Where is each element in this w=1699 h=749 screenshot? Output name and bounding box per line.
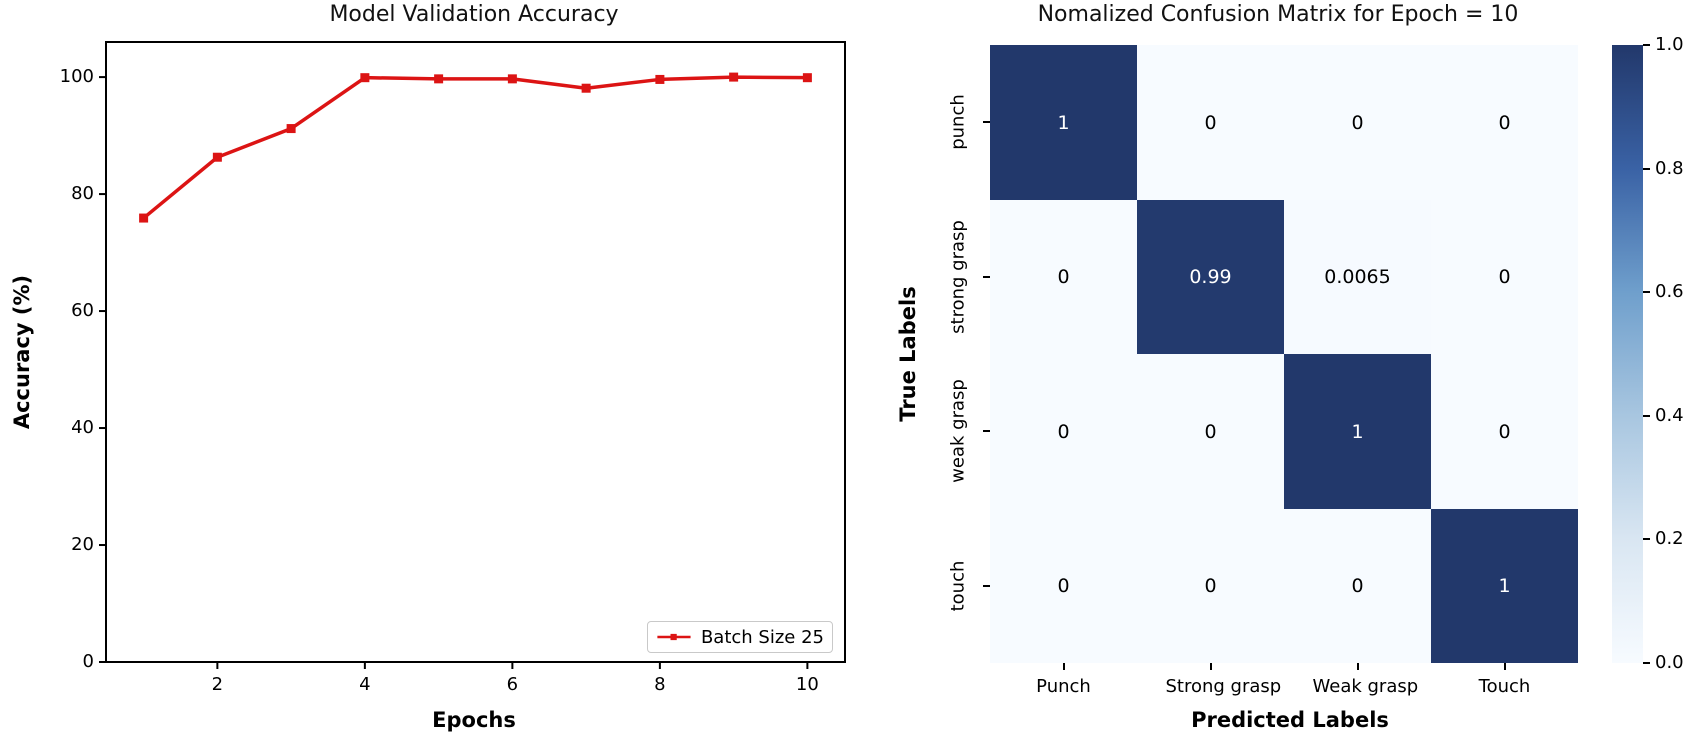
data-point-marker [212, 152, 222, 162]
line-plot-frame [105, 41, 846, 663]
heatmap-cell-value: 0.0065 [1324, 266, 1391, 288]
x-axis-tick-label: 10 [795, 674, 819, 695]
heatmap-col-tick [1209, 663, 1212, 670]
heatmap-cell-value: 1 [1057, 111, 1070, 134]
heatmap-y-axis-label: True Labels [896, 286, 920, 422]
heatmap-col-tick [1503, 663, 1506, 670]
heatmap-col-label: Touch [1478, 676, 1531, 697]
heatmap-cell: 0 [1431, 45, 1578, 200]
data-point-marker [139, 213, 149, 223]
heatmap-cell-value: 1 [1498, 575, 1511, 597]
heatmap-cell-value: 0 [1498, 266, 1511, 288]
heatmap-row-label: weak grasp [947, 379, 969, 484]
colorbar-tick-label: 0.8 [1655, 157, 1684, 179]
colorbar-tick [1643, 44, 1650, 46]
heatmap-cell: 0 [1284, 45, 1431, 200]
heatmap-cell-value: 0 [1204, 420, 1217, 443]
colorbar-tick-label: 1.0 [1655, 34, 1684, 55]
heatmap-row-label: punch [947, 94, 969, 151]
heatmap-cell: 1 [990, 45, 1137, 200]
heatmap-col-tick [1356, 663, 1359, 670]
data-point-marker [655, 74, 665, 84]
heatmap-cell: 0 [1284, 509, 1431, 663]
heatmap-cell: 0 [1137, 45, 1284, 200]
heatmap-cell: 0 [1431, 200, 1578, 354]
heatmap-cell: 0 [990, 200, 1137, 354]
heatmap-row-tick [983, 430, 990, 433]
legend-line-marker-sample [657, 633, 691, 641]
colorbar [1612, 45, 1643, 663]
heatmap-cell: 1 [1284, 354, 1431, 509]
data-point-marker [507, 74, 517, 84]
heatmap-cell-value: 0 [1057, 266, 1070, 288]
y-axis-tick-label: 40 [71, 417, 94, 439]
heatmap-cell: 0.99 [1137, 200, 1284, 354]
heatmap-row-tick [983, 584, 990, 587]
line-plot-area [99, 41, 846, 669]
data-point-marker [434, 74, 444, 84]
x-axis-tick-label: 6 [506, 674, 519, 695]
heatmap-row-label: strong grasp [947, 219, 969, 334]
colorbar-tick [1643, 662, 1650, 664]
y-axis-tick-label: 20 [71, 534, 94, 556]
colorbar-tick [1643, 538, 1650, 541]
heatmap-cell-value: 0 [1351, 111, 1364, 134]
heatmap-cell-value: 0 [1204, 111, 1217, 134]
data-point-marker [286, 124, 296, 134]
heatmap-cell: 0.0065 [1284, 200, 1431, 354]
x-axis-tick-label: 4 [359, 674, 371, 695]
heatmap-col-label: Strong grasp [1165, 676, 1282, 697]
x-axis-tick-label: 2 [211, 674, 224, 695]
y-axis-tick-label: 60 [71, 300, 94, 322]
line-chart-title: Model Validation Accuracy [329, 2, 619, 27]
heatmap-col-tick [1062, 663, 1065, 670]
x-axis-tick-label: 8 [654, 674, 666, 695]
heatmap-col-label: Weak grasp [1312, 676, 1419, 697]
data-point-marker [360, 73, 370, 83]
data-point-marker [802, 73, 812, 83]
heatmap-cell: 1 [1431, 509, 1578, 663]
heatmap-cell-value: 0 [1351, 575, 1364, 597]
colorbar-tick-label: 0.2 [1655, 528, 1684, 550]
heatmap-cell-value: 0 [1204, 575, 1217, 597]
heatmap-cell-value: 1 [1351, 420, 1364, 443]
heatmap-cell: 0 [1137, 354, 1284, 509]
y-axis-tick-label: 0 [82, 651, 94, 672]
heatmap-cell: 0 [1431, 354, 1578, 509]
colorbar-tick [1643, 167, 1650, 170]
legend-label: Batch Size 25 [700, 626, 824, 648]
heatmap-row-label: touch [947, 560, 969, 612]
legend: Batch Size 25 [647, 621, 833, 653]
heatmap-row-tick [983, 275, 990, 278]
colorbar-tick [1643, 291, 1650, 294]
colorbar-tick [1643, 414, 1650, 417]
data-point-marker [729, 72, 739, 82]
heatmap-title: Nomalized Confusion Matrix for Epoch = 1… [1037, 2, 1519, 27]
heatmap-col-label: Punch [1036, 676, 1091, 697]
heatmap-cell: 0 [1137, 509, 1284, 663]
y-axis-tick-label: 100 [59, 66, 94, 88]
heatmap-x-axis-label: Predicted Labels [1191, 708, 1389, 732]
data-point-marker [581, 83, 591, 93]
colorbar-tick-label: 0.4 [1655, 404, 1684, 426]
heatmap-cell-value: 0.99 [1189, 266, 1232, 288]
line-chart-y-axis-label: Accuracy (%) [10, 274, 34, 430]
y-axis-tick-label: 80 [71, 183, 94, 205]
heatmap-cell-value: 0 [1057, 575, 1070, 597]
heatmap-cell-value: 0 [1498, 420, 1511, 443]
colorbar-tick-label: 0.0 [1655, 652, 1684, 673]
heatmap-row-tick [983, 121, 990, 124]
heatmap-cell: 0 [990, 354, 1137, 509]
line-chart-x-axis-label: Epochs [432, 708, 516, 732]
heatmap-cell-value: 0 [1498, 111, 1511, 134]
heatmap-cell-value: 0 [1057, 420, 1070, 443]
colorbar-tick-label: 0.6 [1655, 281, 1684, 303]
accuracy-line [142, 75, 808, 220]
heatmap-cell: 0 [990, 509, 1137, 663]
